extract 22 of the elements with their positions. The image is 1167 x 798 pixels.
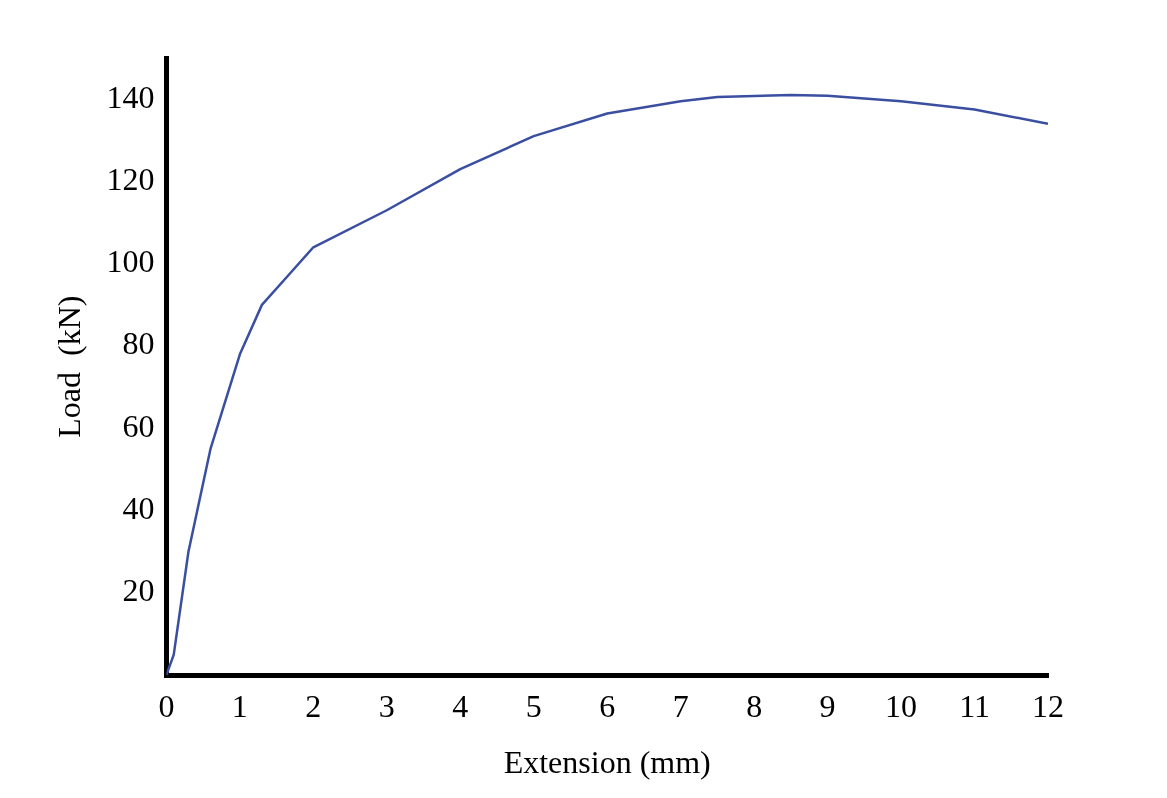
x-tick-label: 5 bbox=[525, 687, 542, 724]
x-tick-label: 9 bbox=[819, 687, 836, 724]
x-tick-label: 8 bbox=[746, 687, 763, 724]
x-tick-label: 4 bbox=[452, 687, 469, 724]
x-tick-label: 0 bbox=[158, 687, 175, 724]
x-tick-label: 7 bbox=[672, 687, 689, 724]
y-tick-label: 60 bbox=[122, 407, 155, 444]
x-axis-title: Extension (mm) bbox=[503, 744, 711, 781]
x-tick-label: 3 bbox=[378, 687, 395, 724]
y-tick-label: 140 bbox=[106, 78, 155, 115]
x-tick-label: 1 bbox=[231, 687, 248, 724]
x-tick-label: 6 bbox=[599, 687, 616, 724]
y-tick-label: 80 bbox=[122, 325, 155, 362]
x-tick-label: 11 bbox=[959, 687, 990, 724]
y-tick-label: 120 bbox=[106, 160, 155, 197]
y-axis-title: Load (kN) bbox=[50, 295, 87, 438]
y-tick-label: 100 bbox=[106, 243, 155, 280]
y-tick-label: 40 bbox=[122, 490, 155, 527]
y-tick-label: 20 bbox=[122, 572, 155, 609]
x-tick-label: 12 bbox=[1032, 687, 1064, 724]
x-tick-label: 10 bbox=[885, 687, 918, 724]
x-tick-label: 2 bbox=[305, 687, 322, 724]
